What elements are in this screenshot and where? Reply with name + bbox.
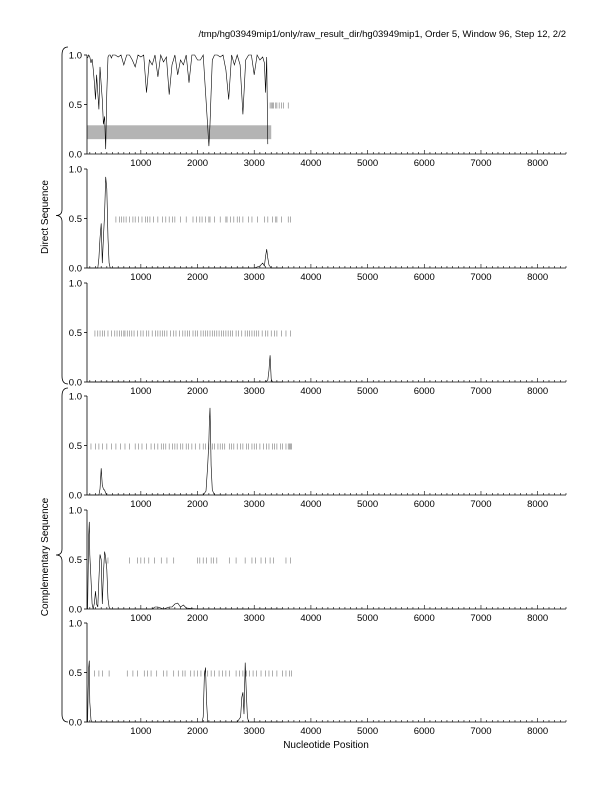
- curly-brace: [55, 46, 69, 385]
- y-tick-label: 0.5: [69, 668, 82, 679]
- x-tick-label: 1000: [130, 386, 151, 397]
- y-tick-label: 1.0: [69, 506, 82, 517]
- panels-container: 0.0 0.5 1.0 1000 2000 3000 4000 5000 6000 7000 800…: [69, 51, 567, 737]
- x-tick-label: 8000: [527, 499, 548, 510]
- y-tick-label: 0.5: [69, 328, 82, 339]
- series-line: [87, 355, 283, 383]
- x-tick-label: 8000: [527, 726, 548, 737]
- x-tick-label: 7000: [470, 158, 491, 169]
- x-tick-label: 3000: [244, 726, 265, 737]
- curly-brace: [55, 387, 69, 723]
- x-tick-label: 1000: [130, 613, 151, 624]
- panel-3: 0.0 0.5 1.0 1000 2000 3000 4000 5000 6000 7000 800…: [69, 279, 567, 397]
- x-tick-label: 8000: [527, 613, 548, 624]
- x-tick-label: 6000: [414, 272, 435, 283]
- x-tick-label: 4000: [300, 386, 321, 397]
- x-tick-label: 5000: [357, 726, 378, 737]
- x-tick-label: 3000: [244, 613, 265, 624]
- y-tick-label: 0.0: [69, 378, 82, 389]
- y-tick-label: 0.5: [69, 555, 82, 566]
- x-tick-label: 7000: [470, 272, 491, 283]
- x-tick-label: 5000: [357, 613, 378, 624]
- x-axis-label: Nucleotide Position: [283, 740, 369, 751]
- y-tick-label: 1.0: [69, 279, 82, 290]
- x-tick-label: 3000: [244, 499, 265, 510]
- x-tick-label: 4000: [300, 499, 321, 510]
- y-tick-label: 0.0: [69, 605, 82, 616]
- x-tick-label: 6000: [414, 726, 435, 737]
- x-tick-label: 7000: [470, 726, 491, 737]
- panel-2: 0.0 0.5 1.0 1000 2000 3000 4000 5000 6000 7000 800…: [69, 165, 567, 283]
- y-tick-label: 0.0: [69, 264, 82, 275]
- x-tick-label: 8000: [527, 272, 548, 283]
- x-tick-label: 5000: [357, 499, 378, 510]
- x-tick-label: 4000: [300, 158, 321, 169]
- x-tick-label: 2000: [187, 158, 208, 169]
- x-tick-label: 5000: [357, 272, 378, 283]
- group-label-complementary: Complementary Sequence: [40, 497, 51, 616]
- x-tick-label: 1000: [130, 499, 151, 510]
- figure-title: /tmp/hg03949mip1/only/raw_result_dir/hg0…: [198, 29, 566, 40]
- x-tick-label: 6000: [414, 499, 435, 510]
- series-line: [87, 521, 283, 610]
- x-tick-label: 3000: [244, 386, 265, 397]
- series-line: [87, 53, 269, 150]
- x-tick-label: 3000: [244, 158, 265, 169]
- x-tick-label: 7000: [470, 613, 491, 624]
- y-tick-label: 0.0: [69, 491, 82, 502]
- y-tick-label: 0.5: [69, 214, 82, 225]
- x-tick-label: 4000: [300, 726, 321, 737]
- x-tick-label: 2000: [187, 613, 208, 624]
- x-tick-label: 4000: [300, 272, 321, 283]
- x-tick-label: 2000: [187, 272, 208, 283]
- y-tick-label: 0.0: [69, 150, 82, 161]
- x-tick-label: 8000: [527, 386, 548, 397]
- series-line: [87, 660, 283, 723]
- x-tick-label: 5000: [357, 386, 378, 397]
- x-tick-label: 1000: [130, 272, 151, 283]
- x-tick-label: 1000: [130, 726, 151, 737]
- series-line: [87, 407, 226, 496]
- y-tick-label: 0.5: [69, 441, 82, 452]
- x-tick-label: 7000: [470, 499, 491, 510]
- panel-4: 0.0 0.5 1.0 1000 2000 3000 4000 5000 6000 7000 800…: [69, 392, 567, 510]
- panel-6: 0.0 0.5 1.0 1000 2000 3000 4000 5000 6000 7000 800…: [69, 619, 567, 737]
- x-tick-label: 4000: [300, 613, 321, 624]
- x-tick-label: 6000: [414, 158, 435, 169]
- series-line: [87, 176, 283, 269]
- x-tick-label: 3000: [244, 272, 265, 283]
- y-tick-label: 1.0: [69, 165, 82, 176]
- strand-brackets: [55, 46, 69, 723]
- x-tick-label: 8000: [527, 158, 548, 169]
- x-tick-label: 6000: [414, 386, 435, 397]
- x-tick-label: 5000: [357, 158, 378, 169]
- x-tick-label: 6000: [414, 613, 435, 624]
- group-label-direct: Direct Sequence: [40, 180, 51, 254]
- y-tick-label: 1.0: [69, 51, 82, 62]
- panel-5: 0.0 0.5 1.0 1000 2000 3000 4000 5000 6000 7000 800…: [69, 506, 567, 624]
- y-tick-label: 0.5: [69, 100, 82, 111]
- y-tick-label: 1.0: [69, 392, 82, 403]
- y-tick-label: 1.0: [69, 619, 82, 630]
- shaded-band: [87, 125, 272, 140]
- panel-1: 0.0 0.5 1.0 1000 2000 3000 4000 5000 6000 7000 800…: [69, 51, 567, 169]
- x-tick-label: 1000: [130, 158, 151, 169]
- x-tick-label: 2000: [187, 386, 208, 397]
- x-tick-label: 2000: [187, 499, 208, 510]
- x-tick-label: 7000: [470, 386, 491, 397]
- y-tick-label: 0.0: [69, 718, 82, 729]
- x-tick-label: 2000: [187, 726, 208, 737]
